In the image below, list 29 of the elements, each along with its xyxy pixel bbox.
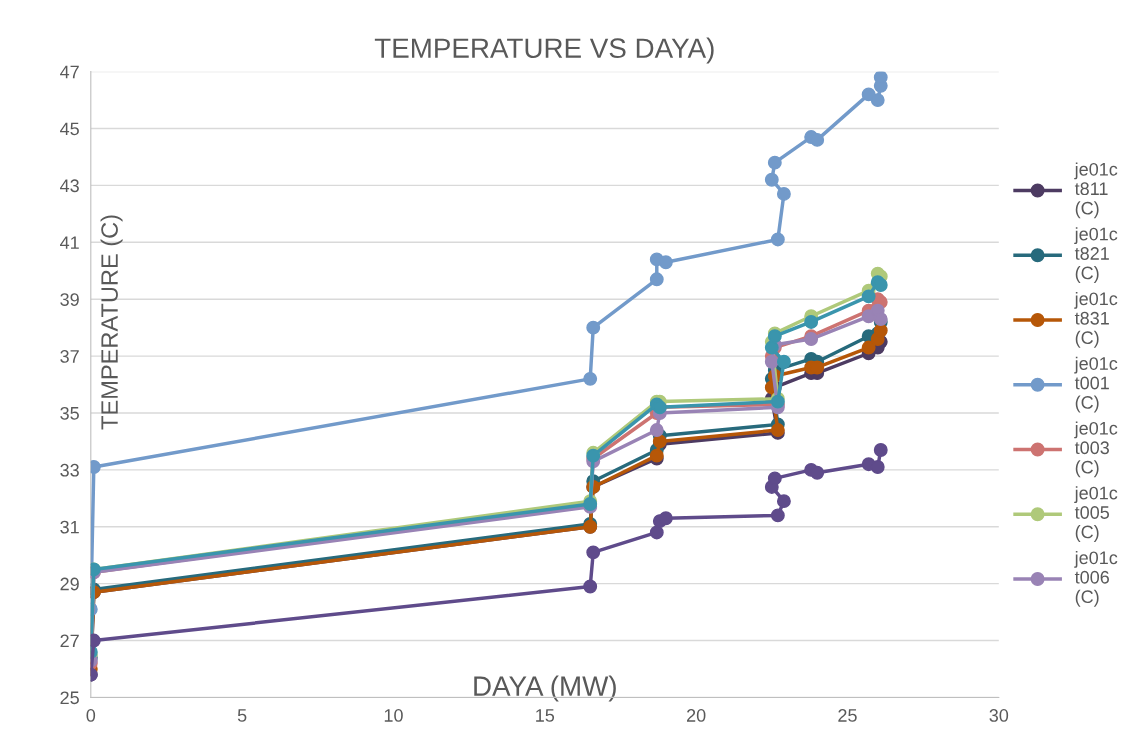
y-tick-label: 27 [60,634,79,648]
x-tick-label: 25 [838,709,857,722]
y-tick-label: 33 [60,463,79,477]
y-tick-label: 25 [60,691,79,705]
y-tick-label: 45 [60,122,79,136]
legend-label: je01c t006 (C) [1074,550,1118,607]
legend-label: je01c t003 (C) [1074,421,1118,478]
chart-title: TEMPERATURE VS DAYA) [374,37,714,64]
legend-label: je01c t831 (C) [1074,291,1118,348]
x-axis-title: DAYA (MW) [474,675,616,702]
legend-label: je01c t005 (C) [1074,486,1118,542]
y-axis-title: TEMPERATURE (C) [100,215,123,430]
y-tick-label: 41 [60,236,79,249]
x-tick-label: 15 [536,709,555,722]
legend-label: je01c t811 (C) [1074,162,1118,219]
y-tick-label: 29 [60,577,79,591]
y-tick-label: 31 [60,520,79,534]
y-tick-label: 39 [60,293,79,306]
x-tick-label: 10 [384,709,403,722]
x-tick-label: 30 [989,709,1009,722]
y-tick-label: 43 [60,179,79,193]
x-tick-label: 5 [237,709,247,722]
y-tick-label: 47 [60,65,79,79]
x-tick-label: 20 [687,709,706,722]
x-tick-label: 0 [86,709,96,722]
y-tick-label: 37 [60,350,79,363]
legend-label: je01c t821 (C) [1074,227,1118,283]
y-tick-label: 35 [60,406,79,420]
legend-label: je01c t001 (C) [1074,356,1118,413]
